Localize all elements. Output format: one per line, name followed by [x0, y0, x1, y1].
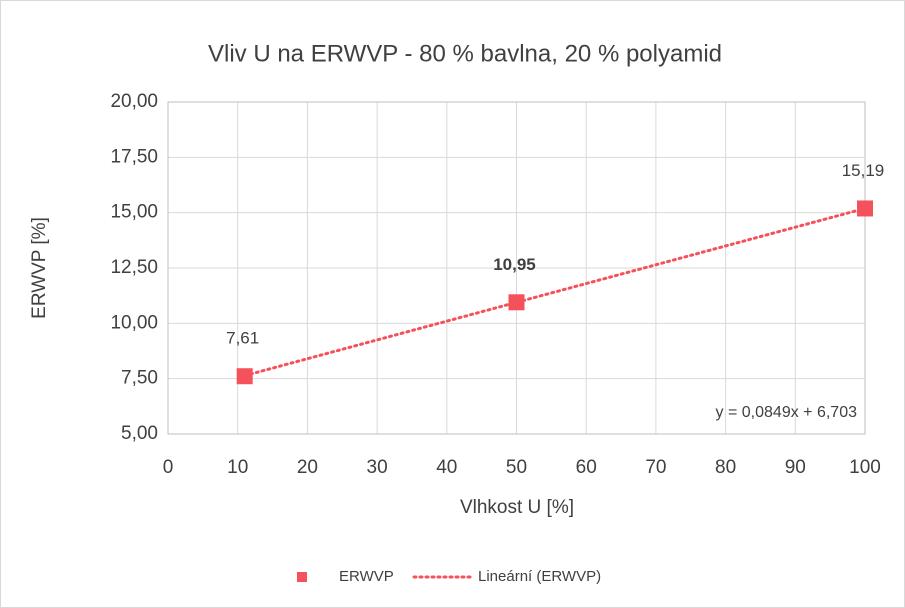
- plot-border: [167, 101, 866, 435]
- y-tick-label: 7,50: [121, 368, 158, 389]
- y-tick-label: 17,50: [110, 146, 158, 167]
- y-tick-label: 5,00: [121, 423, 158, 444]
- marker: [236, 368, 253, 385]
- legend-marker: [297, 572, 307, 582]
- legend-label: Lineární (ERWVP): [478, 568, 601, 585]
- data-label: 7,61: [226, 329, 259, 348]
- x-tick-label: 10: [227, 457, 248, 478]
- x-axis-label: Vlhkost U [%]: [460, 497, 574, 518]
- x-tick-label: 30: [367, 457, 388, 478]
- x-tick-label: 70: [645, 457, 666, 478]
- y-tick-label: 20,00: [110, 91, 158, 112]
- marker: [508, 294, 525, 311]
- x-tick-label: 0: [163, 457, 174, 478]
- chart-title: Vliv U na ERWVP - 80 % bavlna, 20 % poly…: [208, 40, 722, 67]
- trendline-equation: y = 0,0849x + 6,703: [716, 404, 858, 421]
- marker: [857, 200, 873, 217]
- y-tick-label: 10,00: [110, 312, 158, 333]
- x-tick-label: 60: [576, 457, 597, 478]
- y-tick-label: 12,50: [110, 257, 158, 278]
- x-tick-label: 100: [849, 457, 881, 478]
- data-label: 15,19: [842, 161, 885, 180]
- x-tick-label: 80: [715, 457, 736, 478]
- x-tick-label: 40: [436, 457, 457, 478]
- x-tick-label: 90: [785, 457, 806, 478]
- x-tick-label: 20: [297, 457, 318, 478]
- x-tick-label: 50: [506, 457, 527, 478]
- y-tick-label: 15,00: [110, 202, 158, 223]
- legend-label: ERWVP: [339, 568, 394, 585]
- trendline: [243, 206, 867, 378]
- data-label: 10,95: [493, 255, 536, 274]
- y-axis-label: ERWVP [%]: [29, 217, 50, 319]
